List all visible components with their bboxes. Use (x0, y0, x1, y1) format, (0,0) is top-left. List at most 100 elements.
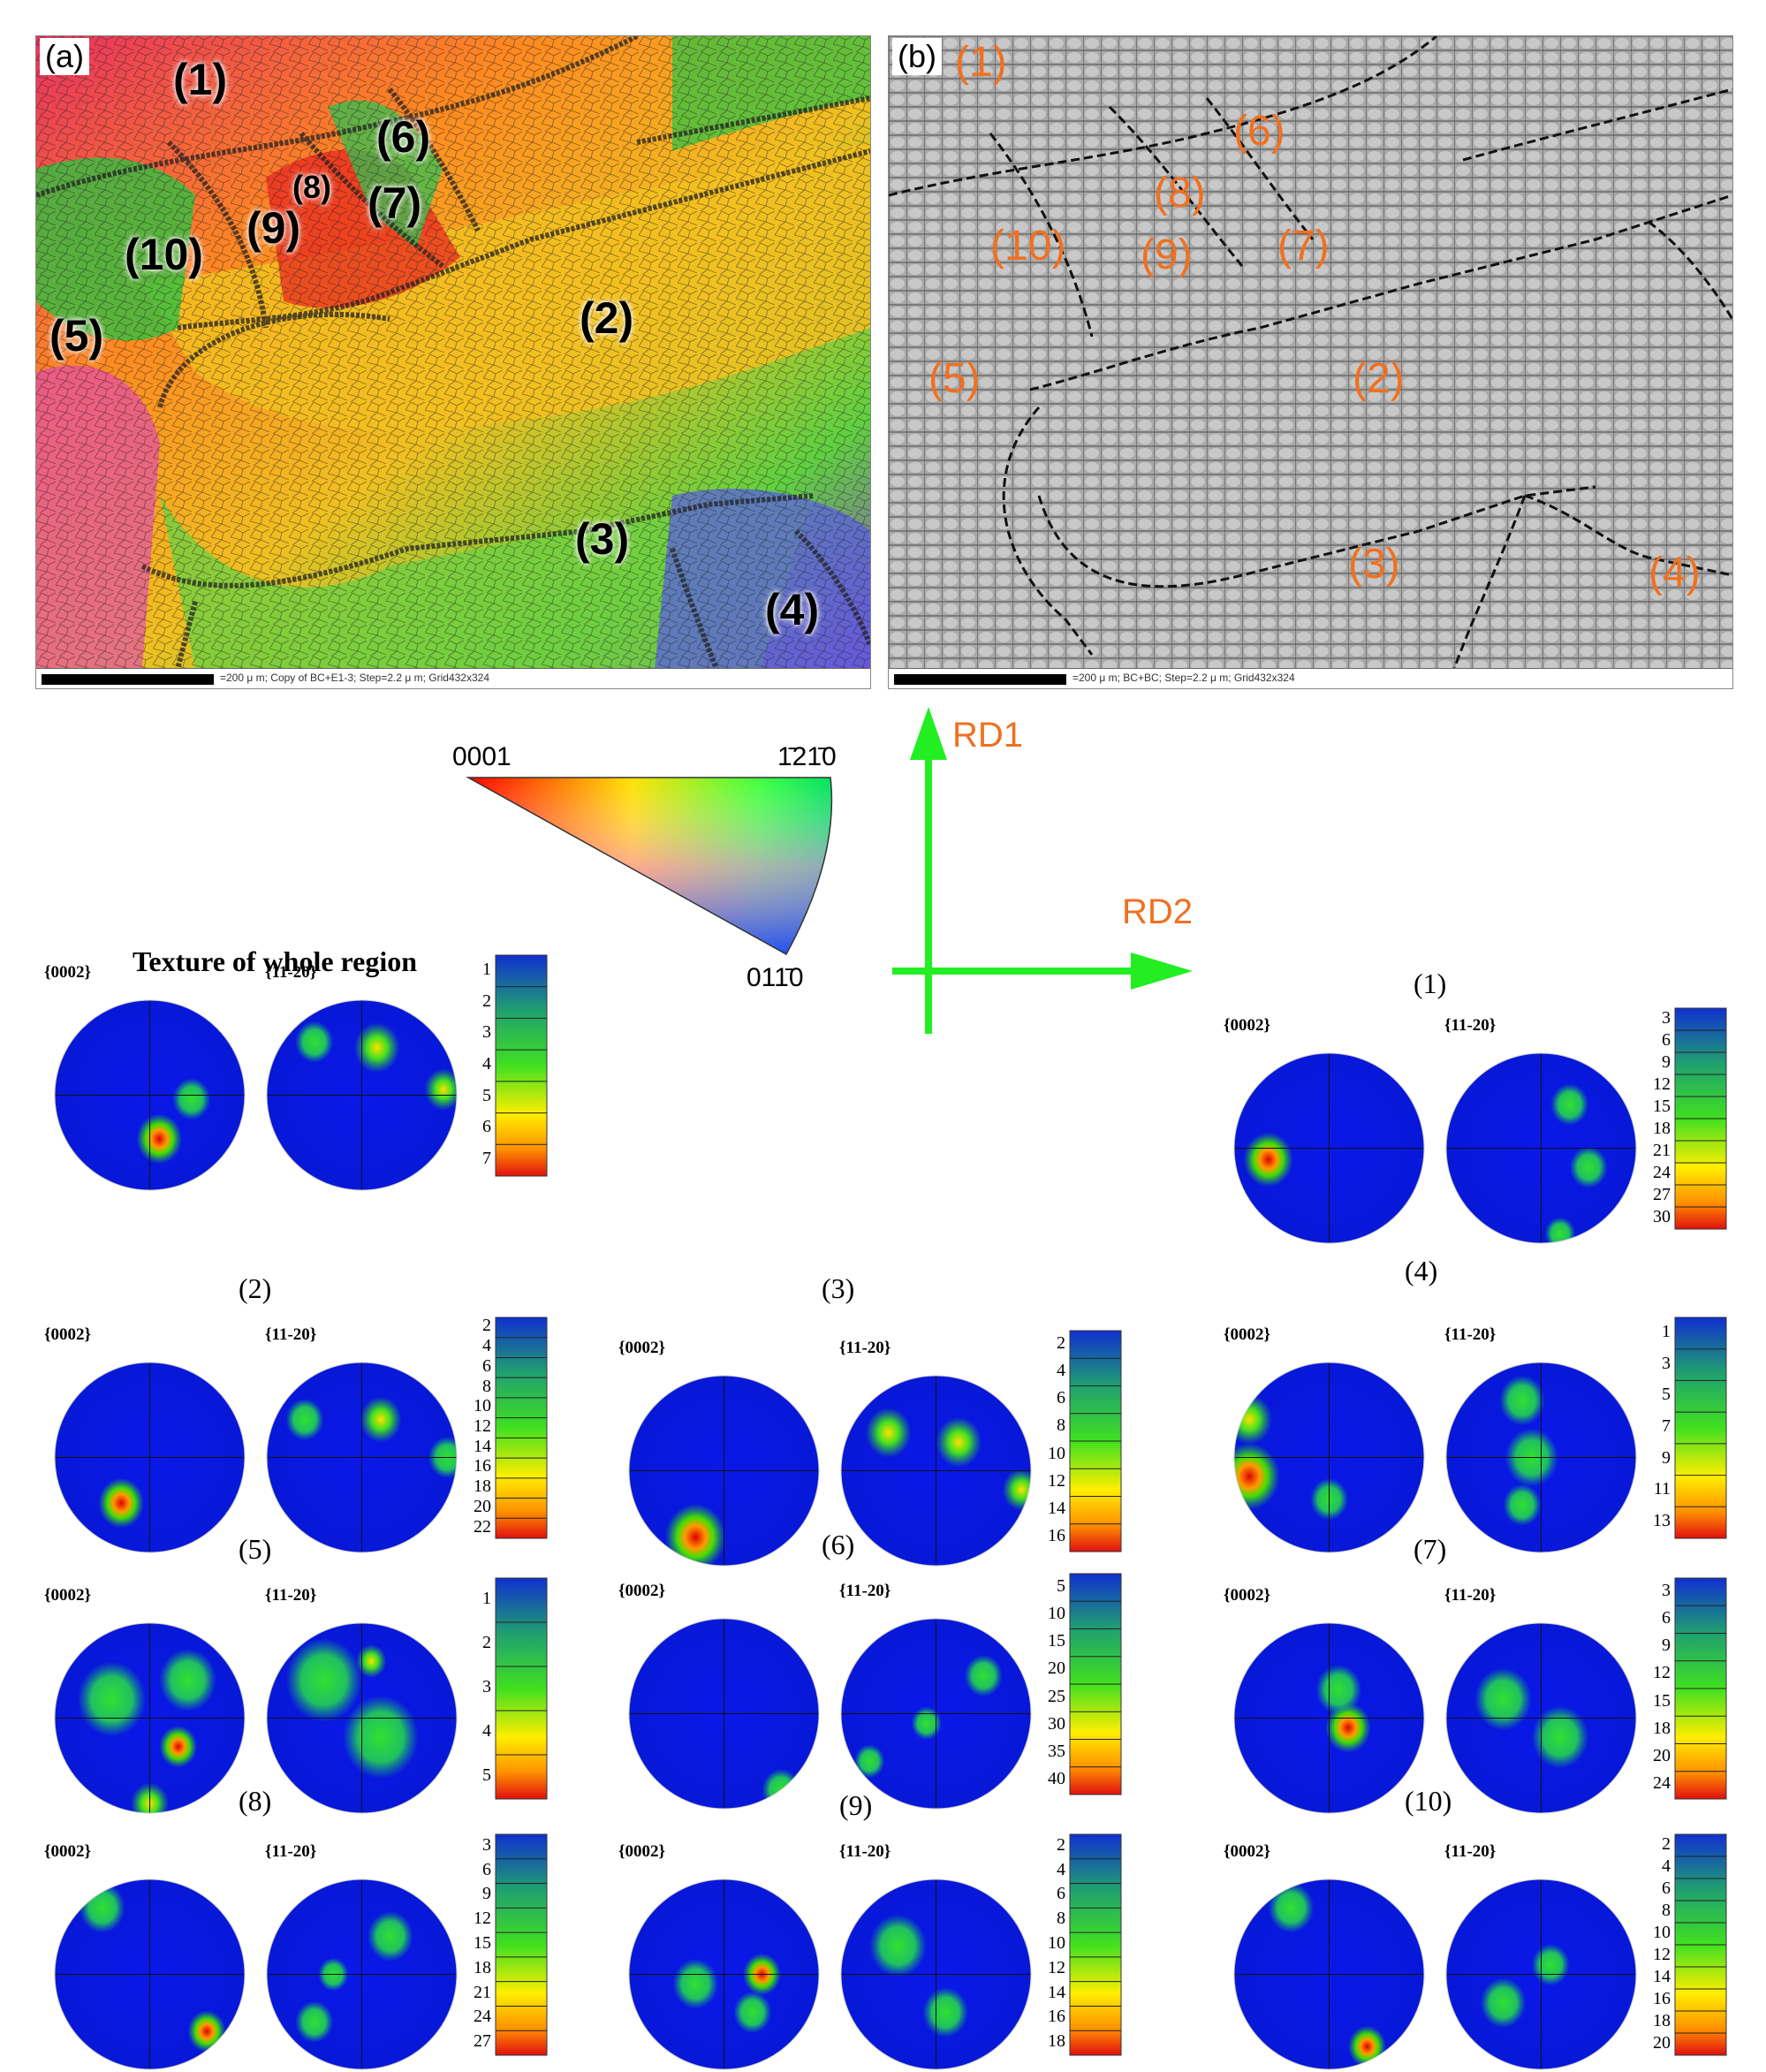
region-label-2: (2) (1353, 355, 1405, 402)
color-bar-tick-label: 12 (474, 1909, 491, 1929)
texture-intensity-spot (733, 1991, 772, 2034)
color-bar-tick-label: 22 (474, 1516, 491, 1537)
region-label-5: (5) (928, 355, 981, 402)
ipf-map-panel-a: (a) (1) (2) (3) (4) (5) (6) (7) (8) (9) … (35, 35, 871, 689)
texture-intensity-spot (854, 1744, 885, 1779)
pole-figure-0002 (54, 1362, 246, 1553)
intensity-color-bar (1674, 1577, 1727, 1800)
pole-figure-0002 (1233, 1622, 1425, 1814)
color-bar-tick-label: 16 (1048, 2007, 1065, 2027)
color-bar-tick-label: 40 (1048, 1769, 1065, 1789)
pole-figure-11-20-label: {11-20} (265, 1842, 317, 1861)
region-label-7: (7) (368, 178, 422, 228)
color-bar-tick-label: 4 (482, 1054, 491, 1074)
texture-intensity-spot (865, 1408, 912, 1458)
color-bar-tick-label: 14 (1653, 1966, 1671, 1986)
texture-intensity-spot (964, 1654, 1003, 1697)
color-bar-tick-label: 30 (1653, 1206, 1671, 1226)
pole-figure-group-title: (3) (822, 1272, 855, 1304)
texture-intensity-spot (869, 1914, 927, 1977)
pole-figure-0002-label: {0002} (618, 1582, 665, 1600)
texture-intensity-spot (356, 1644, 387, 1678)
color-bar-tick-label: 12 (474, 1416, 491, 1436)
color-bar-tick-label: 2 (482, 1316, 491, 1336)
pole-figure-11-20 (840, 1878, 1032, 2070)
color-bar-tick-label: 24 (1653, 1162, 1671, 1182)
texture-intensity-spot (98, 1477, 145, 1529)
color-bar-tick-label: 12 (1653, 1944, 1671, 1964)
color-bar-tick-label: 24 (474, 2007, 491, 2027)
color-bar-tick-label: 4 (1057, 1360, 1065, 1380)
texture-intensity-spot (159, 1726, 198, 1768)
color-bar-tick-label: 4 (482, 1336, 491, 1356)
pole-figure-11-20-label: {11-20} (265, 1325, 317, 1344)
pole-figure-0002-label: {0002} (1224, 1016, 1270, 1035)
color-bar-tick-label: 3 (482, 1834, 491, 1855)
color-bar-tick-label: 18 (1048, 2031, 1065, 2052)
pole-figure-11-20 (1445, 1052, 1637, 1244)
pole-figure-0002-label: {0002} (618, 1339, 665, 1357)
region-label-6: (6) (1233, 108, 1285, 155)
pole-figure-11-20-label: {11-20} (1444, 1586, 1497, 1605)
scale-bar-line (894, 674, 1066, 685)
pole-figure-11-20-label: {11-20} (1444, 1842, 1497, 1861)
pole-figure-group-title: (6) (822, 1529, 855, 1560)
color-bar-tick-label: 14 (1048, 1499, 1065, 1519)
region-label-9: (9) (246, 203, 301, 253)
intensity-color-bar (1069, 1330, 1122, 1552)
color-bar-tick-label: 2 (1662, 1833, 1671, 1854)
color-bar-tick-label: 18 (1653, 2010, 1671, 2030)
color-bar-tick-label: 1 (482, 959, 491, 979)
color-bar-tick-label: 4 (1057, 1859, 1065, 1879)
pole-figure-0002 (1233, 1052, 1425, 1244)
color-bar-tick-label: 15 (474, 1933, 491, 1953)
ipf-color-key (466, 777, 833, 956)
ipf-key-0110-label: 011̄0 (747, 963, 804, 992)
color-bar-tick-label: 14 (474, 1436, 491, 1456)
region-label-1: (1) (173, 55, 228, 104)
rd-axes (892, 707, 1193, 1034)
color-bar-tick-label: 20 (1048, 1658, 1065, 1679)
pole-figure-0002-label: {0002} (44, 1586, 91, 1605)
intensity-color-bar (495, 954, 548, 1177)
color-bar-tick-label: 10 (1048, 1603, 1065, 1623)
pole-figure-11-20 (840, 1618, 1032, 1810)
color-bar-tick-label: 8 (1662, 1900, 1671, 1920)
color-bar-tick-label: 11 (1653, 1479, 1671, 1499)
pole-figure-group-title: (5) (239, 1533, 272, 1565)
color-bar-tick-label: 9 (1662, 1447, 1671, 1468)
color-bar-tick-label: 10 (1048, 1933, 1065, 1953)
texture-intensity-spot (424, 1068, 457, 1111)
color-bar-tick-label: 6 (482, 1859, 491, 1879)
color-bar-tick-label: 6 (1057, 1388, 1065, 1408)
panel-b-label: (b) (892, 38, 942, 75)
pole-figure-0002-label: {0002} (1224, 1842, 1270, 1861)
pole-figure-11-20 (266, 999, 458, 1191)
scale-bar-text: =200 μ m; BC+BC; Step=2.2 μ m; Grid432x3… (1072, 672, 1295, 684)
texture-intensity-spot (1002, 1469, 1031, 1511)
color-bar-tick-label: 16 (474, 1456, 491, 1476)
rd2-label: RD2 (1122, 892, 1194, 931)
intensity-color-bar (1674, 1317, 1727, 1539)
color-bar-tick-label: 2 (482, 1633, 491, 1652)
pole-figure-0002-label: {0002} (44, 1842, 91, 1861)
pole-figure-11-20-label: {11-20} (265, 963, 317, 982)
texture-intensity-spot (1234, 1443, 1280, 1510)
intensity-color-bar (495, 1833, 548, 2056)
pole-figure-group-title: (4) (1405, 1255, 1438, 1286)
pole-figure-0002 (628, 1618, 820, 1810)
pole-figure-0002 (1233, 1362, 1425, 1553)
texture-intensity-spot (1531, 1705, 1589, 1769)
color-bar-tick-label: 3 (482, 1677, 491, 1696)
color-bar-tick-label: 4 (482, 1721, 491, 1741)
pole-figure-11-20-label: {11-20} (839, 1339, 891, 1357)
texture-intensity-spot (1531, 1944, 1570, 1986)
color-bar-tick-label: 5 (1057, 1575, 1065, 1596)
color-bar-tick-label: 3 (482, 1022, 491, 1043)
pole-figure-11-20-label: {11-20} (839, 1582, 891, 1600)
texture-intensity-spot (367, 1911, 413, 1962)
pole-figure-group-title: (9) (839, 1789, 873, 1821)
region-label-10: (10) (125, 230, 203, 279)
color-bar-tick-label: 35 (1048, 1742, 1065, 1762)
intensity-color-bar (495, 1577, 548, 1800)
